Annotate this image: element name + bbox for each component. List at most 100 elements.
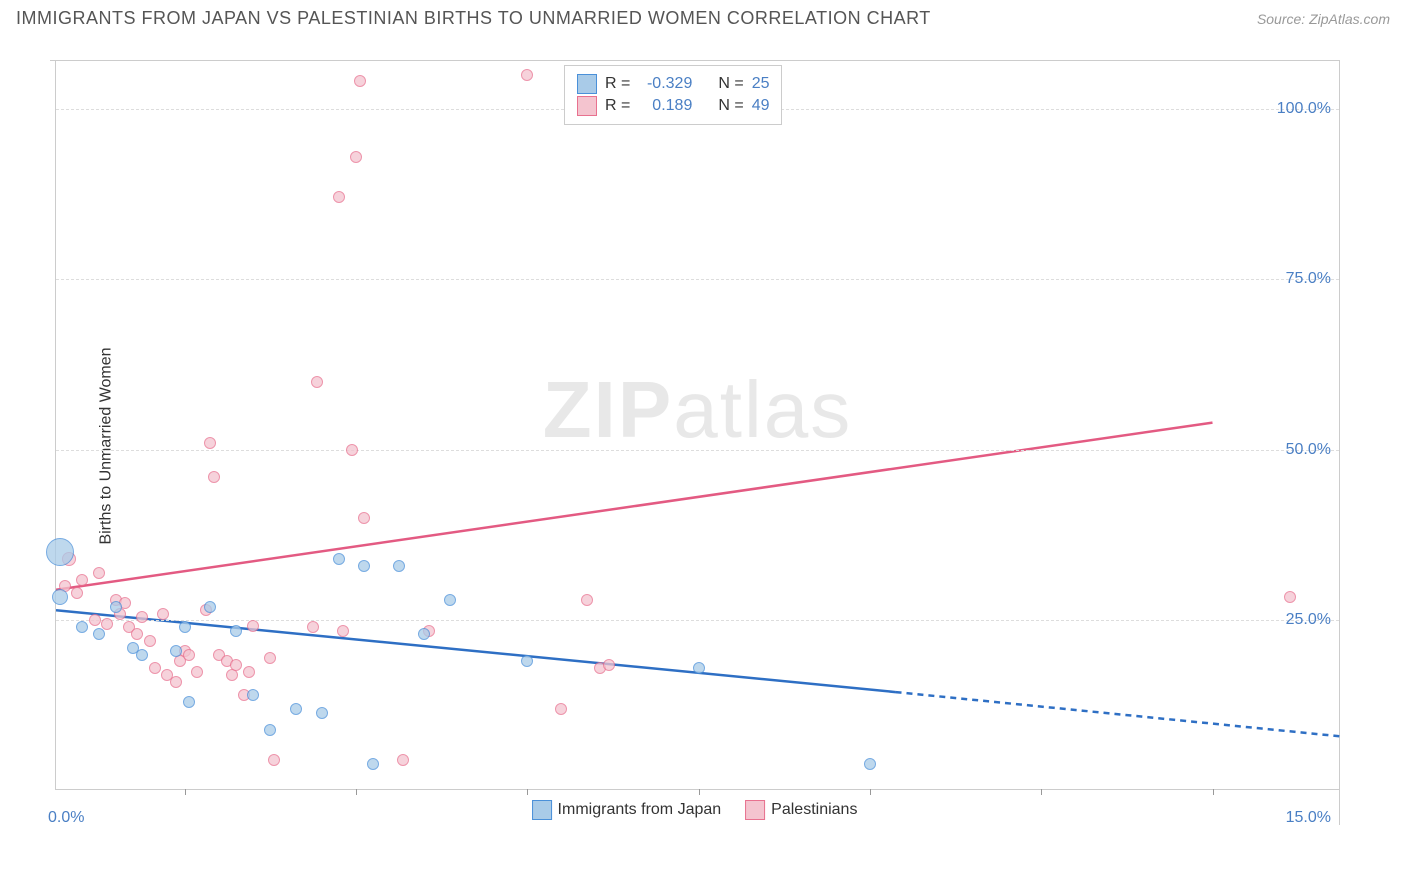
data-point-pink [354,75,366,87]
data-point-pink [131,628,143,640]
x-tick-min: 0.0% [48,809,84,827]
data-point-blue [247,689,259,701]
data-point-blue [367,758,379,770]
legend-swatch [745,800,765,820]
data-point-blue [290,703,302,715]
data-point-pink [397,754,409,766]
data-point-pink [89,614,101,626]
legend-r-label: R = [605,75,630,93]
data-point-pink [268,754,280,766]
correlation-legend: R = -0.329 N = 25 R = 0.189 N = 49 [564,65,782,125]
legend-item: Palestinians [745,800,857,820]
data-point-pink [93,567,105,579]
legend-label: Palestinians [771,801,857,819]
watermark: ZIPatlas [543,364,852,456]
y-tick: 50.0% [1286,441,1331,459]
legend-n-value: 49 [752,97,770,115]
data-point-pink [191,666,203,678]
y-tick: 25.0% [1286,611,1331,629]
legend-r-value: -0.329 [638,75,692,93]
y-tick: 100.0% [1277,100,1331,118]
x-tick-max: 15.0% [1286,809,1331,827]
x-tick-mark [1213,789,1214,795]
legend-row: R = -0.329 N = 25 [577,74,769,94]
data-point-pink [264,652,276,664]
data-point-pink [230,659,242,671]
data-point-pink [243,666,255,678]
data-point-blue [93,628,105,640]
data-point-blue [170,645,182,657]
plot-area: ZIPatlas 100.0% 75.0% 50.0% 25.0% [55,61,1339,790]
x-tick-mark [1041,789,1042,795]
data-point-pink [307,621,319,633]
x-tick-mark [870,789,871,795]
data-point-pink [157,608,169,620]
data-point-blue [110,601,122,613]
legend-swatch [577,96,597,116]
y-tick: 75.0% [1286,270,1331,288]
series-legend: Immigrants from Japan Palestinians [532,800,858,820]
data-point-pink [247,620,259,632]
data-point-pink [144,635,156,647]
data-point-pink [346,444,358,456]
source-label: Source: ZipAtlas.com [1257,11,1390,27]
legend-r-value: 0.189 [638,97,692,115]
chart-container: ZIPatlas 100.0% 75.0% 50.0% 25.0% R = -0.329… [50,60,1340,825]
data-point-blue [76,621,88,633]
legend-item: Immigrants from Japan [532,800,722,820]
data-point-blue [444,594,456,606]
data-point-blue [204,601,216,613]
data-point-pink [603,659,615,671]
data-point-blue [46,538,74,566]
data-point-pink [208,471,220,483]
data-point-blue [230,625,242,637]
x-tick-mark [356,789,357,795]
data-point-blue [179,621,191,633]
data-point-pink [521,69,533,81]
data-point-pink [358,512,370,524]
data-point-pink [581,594,593,606]
regression-lines [56,61,1341,791]
data-point-blue [418,628,430,640]
data-point-pink [1284,591,1296,603]
data-point-pink [204,437,216,449]
gridline-h [56,279,1339,280]
x-tick-mark [185,789,186,795]
data-point-blue [316,707,328,719]
data-point-blue [264,724,276,736]
legend-n-label: N = [718,97,743,115]
data-point-blue [333,553,345,565]
data-point-blue [693,662,705,674]
data-point-blue [393,560,405,572]
legend-n-value: 25 [752,75,770,93]
data-point-pink [226,669,238,681]
data-point-blue [52,589,68,605]
data-point-pink [71,587,83,599]
data-point-pink [149,662,161,674]
data-point-pink [183,649,195,661]
data-point-pink [136,611,148,623]
data-point-blue [864,758,876,770]
legend-label: Immigrants from Japan [558,801,722,819]
data-point-pink [337,625,349,637]
gridline-h [56,450,1339,451]
data-point-pink [311,376,323,388]
x-tick-mark [527,789,528,795]
data-point-pink [333,191,345,203]
data-point-blue [183,696,195,708]
data-point-pink [101,618,113,630]
data-point-pink [555,703,567,715]
chart-title: IMMIGRANTS FROM JAPAN VS PALESTINIAN BIR… [16,8,931,29]
x-tick-mark [699,789,700,795]
legend-row: R = 0.189 N = 49 [577,96,769,116]
data-point-blue [358,560,370,572]
data-point-pink [170,676,182,688]
data-point-blue [136,649,148,661]
legend-n-label: N = [718,75,743,93]
legend-swatch [577,74,597,94]
legend-r-label: R = [605,97,630,115]
data-point-blue [521,655,533,667]
data-point-pink [76,574,88,586]
data-point-pink [350,151,362,163]
legend-swatch [532,800,552,820]
